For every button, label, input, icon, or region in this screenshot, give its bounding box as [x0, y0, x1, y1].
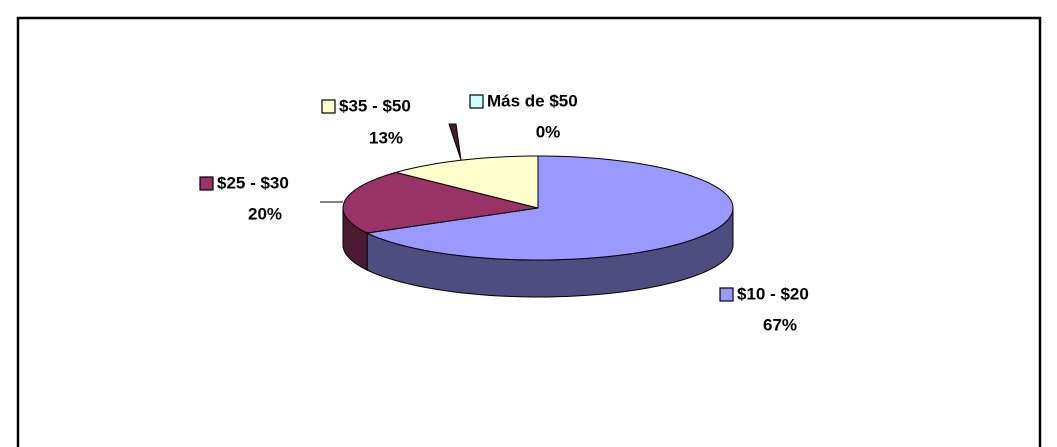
- slice-label: $10 - $20: [737, 284, 809, 303]
- legend-swatch: [469, 94, 484, 109]
- chart-frame: [16, 16, 1042, 447]
- slice-value-label: 67%: [763, 315, 797, 334]
- legend-swatch: [719, 287, 734, 302]
- pie-slice: [365, 155, 734, 261]
- slice-value-label: 13%: [369, 128, 403, 147]
- leader-line: [448, 123, 462, 161]
- legend-swatch: [199, 176, 214, 191]
- slice-label: $25 - $30: [217, 173, 289, 192]
- pie-slice: [342, 171, 539, 234]
- slice-value-label: 20%: [248, 204, 282, 223]
- legend-swatch: [321, 99, 336, 114]
- pie-slice: [393, 155, 539, 209]
- slice-label: $35 - $50: [339, 96, 411, 115]
- slice-label: Más de $50: [487, 91, 578, 110]
- slice-value-label: 0%: [536, 122, 561, 141]
